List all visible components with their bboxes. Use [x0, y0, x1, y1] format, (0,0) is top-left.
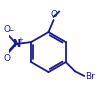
- Text: −: −: [7, 26, 14, 35]
- Text: O: O: [3, 54, 10, 63]
- Text: O: O: [50, 10, 57, 19]
- Text: +: +: [17, 37, 23, 43]
- Text: Br: Br: [85, 72, 95, 81]
- Text: O: O: [3, 25, 10, 34]
- Text: N: N: [12, 39, 20, 49]
